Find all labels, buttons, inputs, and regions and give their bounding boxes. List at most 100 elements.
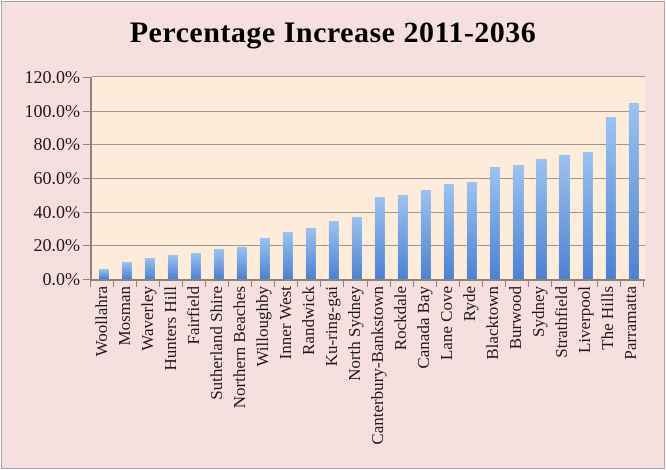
bar-northern-beaches: [236, 247, 247, 279]
x-tick-label-inner-west: Inner West: [275, 286, 295, 360]
gridline: [92, 76, 645, 77]
bar-ku-ring-gai: [328, 220, 340, 279]
bar-slot: [346, 77, 369, 279]
bar-willoughby: [259, 237, 270, 279]
y-tick-label: 20.0%: [33, 235, 81, 256]
bar-slot: [622, 77, 645, 279]
x-tick-label-strathfield: Strathfield: [552, 286, 572, 358]
x-tick: [90, 281, 91, 287]
x-tick-label-canterbury-bankstown: Canterbury-Bankstown: [368, 286, 388, 445]
x-tick-label-blacktown: Blacktown: [483, 286, 503, 360]
bar-canada-bay: [421, 189, 432, 279]
y-tick: [83, 111, 90, 112]
x-tick-label-rockdale: Rockdale: [391, 286, 411, 351]
x-tick: [251, 281, 253, 287]
bar-slot: [299, 77, 322, 279]
x-tick: [343, 281, 345, 287]
x-tick: [412, 281, 414, 287]
x-tick: [389, 281, 391, 287]
bar-slot: [230, 77, 253, 279]
bar-parramatta: [628, 103, 639, 279]
x-tick: [205, 281, 207, 287]
x-tick: [573, 281, 575, 287]
x-tick: [596, 281, 598, 287]
y-tick: [83, 144, 90, 145]
bar-liverpool: [582, 151, 593, 279]
bar-slot: [599, 77, 622, 279]
x-tick-label-the-hills: The Hills: [598, 286, 618, 350]
bars-row: [92, 77, 645, 279]
x-tick: [458, 281, 460, 287]
x-tick-label-hunters-hill: Hunters Hill: [160, 286, 180, 371]
bar-slot: [276, 77, 299, 279]
x-tick-label-northern-beaches: Northern Beaches: [229, 286, 249, 409]
x-tick: [481, 281, 483, 287]
x-tick-label-willoughby: Willoughby: [252, 286, 272, 367]
bar-slot: [161, 77, 184, 279]
gridline: [92, 144, 645, 146]
bar-randwick: [305, 227, 317, 279]
x-tick-label-mosman: Mosman: [114, 286, 134, 346]
y-tick: [83, 178, 90, 179]
gridline: [92, 211, 645, 213]
gridline: [92, 245, 645, 247]
bar-slot: [415, 77, 438, 279]
bar-slot: [115, 77, 138, 279]
bar-slot: [576, 77, 599, 279]
bar-lane-cove: [444, 183, 455, 279]
bar-rockdale: [398, 194, 409, 279]
bar-slot: [392, 77, 415, 279]
x-tick: [136, 281, 138, 287]
x-tick: [182, 281, 184, 287]
y-tick-label: 40.0%: [33, 201, 81, 222]
x-tick: [504, 281, 506, 287]
bar-slot: [461, 77, 484, 279]
x-tick-label-burwood: Burwood: [506, 286, 526, 350]
bar-strathfield: [559, 155, 570, 279]
bar-sydney: [536, 158, 547, 279]
bar-slot: [207, 77, 230, 279]
y-tick-label: 0.0%: [42, 269, 81, 289]
x-tick-label-woollahra: Woollahra: [91, 286, 111, 357]
x-tick: [274, 281, 276, 287]
x-tick: [643, 281, 644, 287]
x-tick: [297, 281, 299, 287]
x-tick-label-lane-cove: Lane Cove: [437, 286, 457, 361]
y-tick-label: 80.0%: [33, 134, 81, 155]
bar-slot: [322, 77, 345, 279]
gridline: [92, 178, 645, 179]
x-tick: [550, 281, 552, 287]
y-tick-label: 100.0%: [24, 100, 81, 121]
bar-slot: [92, 77, 115, 279]
bar-north-sydney: [351, 216, 363, 279]
bar-blacktown: [490, 167, 501, 279]
bar-hunters-hill: [167, 255, 178, 279]
bar-waverley: [144, 257, 155, 279]
bar-slot: [253, 77, 276, 279]
bar-slot: [138, 77, 161, 279]
bar-slot: [484, 77, 507, 279]
chart-title: Percentage Increase 2011-2036: [129, 16, 537, 49]
y-tick: [83, 212, 90, 213]
bar-slot: [369, 77, 392, 279]
bar-ryde: [467, 182, 478, 279]
x-tick: [320, 281, 322, 287]
x-tick-label-waverley: Waverley: [137, 286, 157, 351]
bar-slot: [553, 77, 576, 279]
x-tick-label-randwick: Randwick: [298, 286, 318, 355]
bar-burwood: [513, 164, 524, 279]
x-tick-label-ryde: Ryde: [460, 286, 480, 322]
bar-slot: [184, 77, 207, 279]
x-tick: [113, 281, 115, 287]
x-tick: [619, 281, 621, 287]
gridline: [92, 110, 645, 112]
x-tick-label-parramatta: Parramatta: [621, 286, 641, 360]
y-tick: [83, 77, 90, 78]
x-tick: [435, 281, 437, 287]
bar-slot: [507, 77, 530, 279]
y-tick: [83, 279, 90, 280]
bar-canterbury-bankstown: [375, 196, 386, 279]
x-tick: [228, 281, 230, 287]
y-tick: [83, 245, 90, 246]
